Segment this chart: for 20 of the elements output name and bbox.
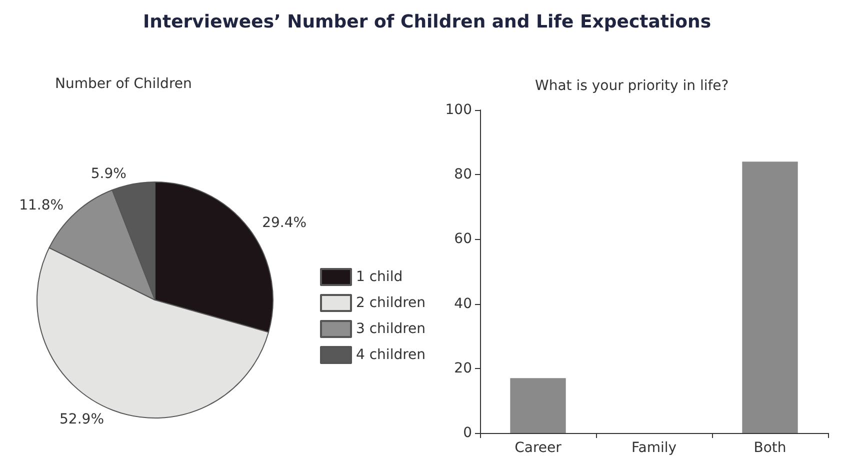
chart-title: What is your priority in life? [535,78,729,94]
data-label: 29.4% [262,214,307,231]
y-tick-label: 100 [445,102,472,118]
x-tick-label: Both [754,440,786,456]
data-label: 5.9% [90,166,126,182]
y-tick-label: 60 [454,231,472,248]
x-tick-label: Career [514,440,562,456]
legend-label: 1 child [356,269,403,285]
data-label: 52.9% [60,411,104,428]
chart-subtitle: Number of Children [55,76,192,92]
y-tick-label: 40 [454,296,472,312]
legend-label: 3 children [356,321,426,337]
y-tick-label: 80 [454,166,472,183]
legend-label: 2 children [356,295,426,311]
x-tick-label: Family [631,440,677,456]
y-tick-label: 0 [463,425,472,441]
y-tick-label: 20 [454,360,472,376]
chart-title: Interviewees’ Number of Children and Life Expectations [142,12,712,32]
legend-label: 4 children [356,347,426,363]
data-label: 11.8% [19,198,64,214]
